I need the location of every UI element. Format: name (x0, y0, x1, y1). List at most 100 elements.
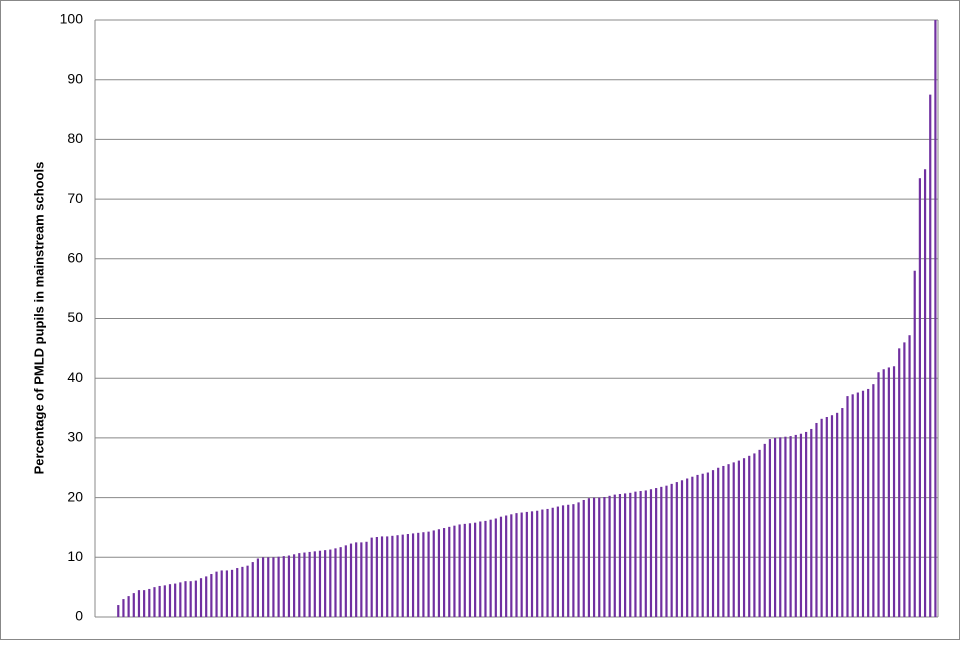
bar (411, 533, 415, 617)
bar (396, 535, 399, 617)
bar (380, 536, 384, 617)
bar (277, 556, 280, 617)
bar (861, 390, 865, 617)
bar (882, 369, 885, 617)
bar (143, 590, 146, 617)
bar (370, 537, 373, 617)
bar (608, 495, 611, 617)
bar (918, 178, 921, 617)
bar (794, 434, 797, 617)
bar (184, 581, 187, 617)
bar (344, 545, 347, 617)
bar (872, 384, 875, 617)
bar (287, 555, 291, 617)
bar (618, 494, 622, 617)
bar (598, 497, 601, 617)
bar (251, 562, 254, 617)
bar (799, 433, 803, 617)
bar (137, 590, 141, 617)
bar (541, 509, 544, 617)
bar (624, 493, 627, 617)
bar (349, 543, 353, 617)
bar (763, 443, 766, 617)
bar (520, 512, 523, 617)
bar (567, 504, 570, 617)
y-axis-title: Percentage of PMLD pupils in mainstream … (31, 162, 46, 475)
bar (768, 439, 772, 617)
bar (603, 497, 606, 617)
bar (122, 599, 125, 617)
bar (830, 415, 834, 617)
bar (474, 522, 477, 617)
y-tick-label: 100 (60, 11, 84, 27)
bar (670, 483, 673, 617)
bar (127, 596, 130, 617)
bar (241, 566, 244, 617)
bar (479, 521, 482, 617)
bar (717, 467, 720, 617)
bar (189, 581, 192, 617)
bar (168, 584, 172, 617)
bar (303, 552, 306, 617)
bar (536, 510, 539, 617)
y-tick-label: 50 (67, 309, 83, 325)
bar (210, 574, 213, 617)
bar (215, 571, 218, 617)
bar (293, 554, 296, 617)
bar (784, 436, 787, 617)
bar (236, 568, 239, 617)
bar (437, 529, 441, 617)
bar (148, 588, 151, 617)
bar (639, 491, 642, 617)
bar (230, 569, 234, 617)
bar (386, 536, 389, 617)
bar (525, 511, 528, 617)
bar (530, 511, 534, 617)
bar (132, 593, 135, 617)
bar (267, 557, 270, 617)
bar (758, 449, 761, 617)
bar (199, 578, 203, 617)
bar (256, 558, 260, 617)
bar (179, 582, 182, 617)
bar (675, 482, 678, 617)
bar (649, 489, 653, 617)
bar (587, 498, 591, 617)
bar (158, 585, 161, 617)
bar (463, 523, 466, 617)
bar (613, 494, 616, 617)
y-tick-label: 70 (67, 190, 83, 206)
bar (820, 418, 823, 617)
bar (505, 515, 508, 617)
bar (561, 505, 565, 617)
bar (877, 372, 880, 617)
bar (887, 367, 890, 617)
bar (261, 557, 265, 617)
bar (556, 506, 559, 617)
bar (686, 478, 689, 617)
bar (903, 342, 906, 617)
bar (789, 436, 792, 617)
bar (867, 388, 870, 617)
bar (318, 550, 322, 617)
bar (375, 537, 378, 617)
bar (117, 605, 120, 617)
bar (572, 504, 575, 617)
bar (753, 453, 756, 617)
bar (365, 541, 368, 617)
bar (582, 499, 585, 617)
bar (913, 270, 916, 617)
bar (194, 580, 197, 617)
bar (453, 525, 456, 617)
bar (448, 526, 451, 617)
bar (706, 472, 709, 617)
y-tick-label: 10 (67, 548, 83, 564)
bar (163, 585, 166, 617)
bar (898, 348, 901, 617)
bar (722, 465, 725, 617)
bar (494, 518, 497, 617)
bar (644, 490, 647, 617)
bar (929, 94, 932, 617)
bar (836, 412, 839, 617)
